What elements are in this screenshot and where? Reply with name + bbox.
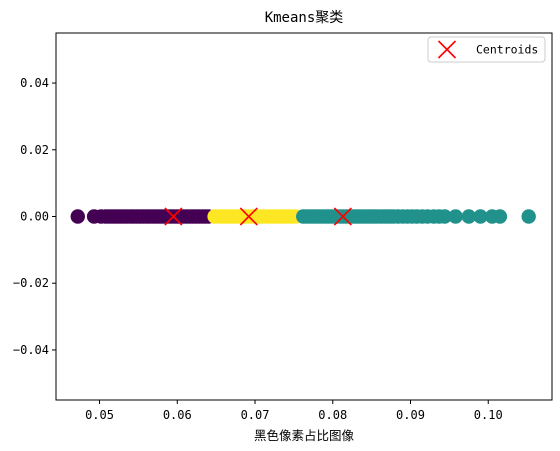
legend: Centroids xyxy=(427,36,546,63)
data-point-cluster-2-39 xyxy=(437,209,452,224)
centroid-marker-2 xyxy=(333,207,352,226)
data-point-cluster-0-0 xyxy=(70,209,85,224)
y-tick-label-1: 0.02 xyxy=(20,143,49,157)
legend-label-centroids: Centroids xyxy=(476,43,538,57)
x-tick-label-1: 0.06 xyxy=(163,408,192,422)
data-point-cluster-2-45 xyxy=(521,209,536,224)
y-tick-label-2: 0.00 xyxy=(20,210,49,224)
legend-box xyxy=(427,36,546,63)
centroid-markers xyxy=(164,207,352,226)
x-tick-label-4: 0.09 xyxy=(396,408,425,422)
y-tick-label-3: −0.02 xyxy=(13,276,49,290)
y-axis-ticks: 0.04 0.02 0.00 −0.02 −0.04 xyxy=(13,76,56,357)
y-tick-label-4: −0.04 xyxy=(13,343,49,357)
data-point-cluster-2-44 xyxy=(492,209,508,224)
centroid-marker-1 xyxy=(239,207,258,226)
x-tick-label-3: 0.08 xyxy=(318,408,347,422)
legend-centroid-marker xyxy=(437,40,457,59)
y-tick-label-0: 0.04 xyxy=(20,76,49,90)
x-tick-label-2: 0.07 xyxy=(241,408,270,422)
x-axis-ticks: 0.05 0.06 0.07 0.08 0.09 0.10 xyxy=(85,400,503,422)
data-point-cluster-2-40 xyxy=(448,209,463,224)
x-tick-label-0: 0.05 xyxy=(85,408,114,422)
data-point-cluster-2-42 xyxy=(473,209,488,224)
data-points xyxy=(70,209,536,224)
centroid-marker-0 xyxy=(164,207,183,226)
chart-title: Kmeans聚类 xyxy=(265,10,344,26)
data-point-cluster-2-41 xyxy=(461,209,477,224)
x-tick-label-5: 0.10 xyxy=(474,408,503,422)
x-axis-label: 黑色像素占比图像 xyxy=(254,428,355,443)
